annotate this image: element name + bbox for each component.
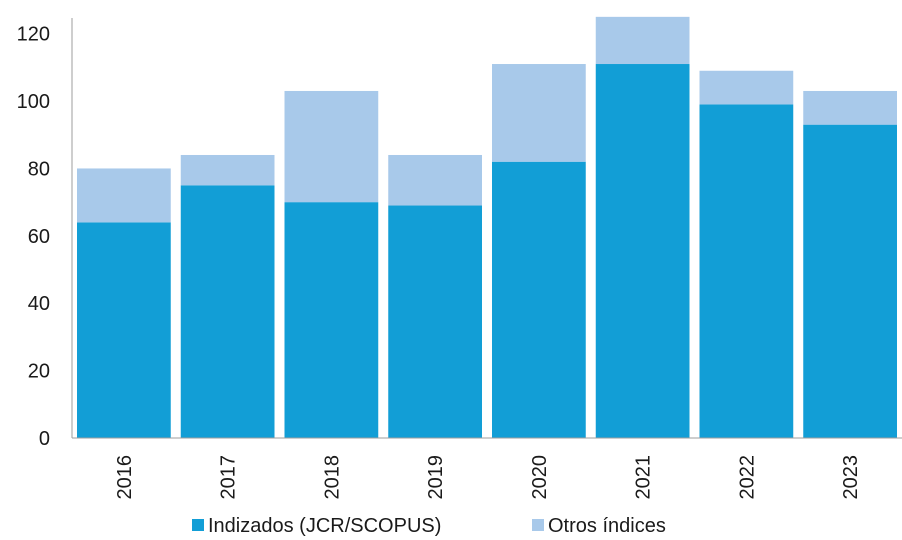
y-axis: 0 20 40 60 80 100 120 [17,18,73,450]
legend-swatch [532,519,544,531]
bar-otros-2020 [492,64,586,162]
y-tick-label: 100 [17,91,50,113]
legend: Indizados (JCR/SCOPUS) Otros índices [192,515,666,537]
x-tick-label: 2021 [633,455,655,500]
y-tick-label: 80 [28,158,50,180]
y-tick-label: 0 [39,428,50,450]
bar-indizados-2021 [595,64,690,438]
x-tick-label: 2018 [321,455,343,500]
bar-otros-2018 [284,90,379,203]
bar-otros-2022 [699,70,794,105]
x-tick-label: 2017 [218,455,240,500]
bar-indizados-2022 [699,104,794,438]
bars [77,16,897,439]
bar-indizados-2018 [284,202,379,438]
x-axis: 2016 2017 2018 2019 2020 2021 2022 2023 [72,437,902,500]
bar-otros-2019 [388,154,482,206]
x-tick-label: 2019 [425,455,447,500]
y-tick-label: 120 [17,24,50,46]
bar-otros-2021 [595,16,690,65]
bar-otros-2016 [77,168,171,223]
x-tick-label: 2020 [529,455,551,500]
legend-label: Otros índices [548,515,666,537]
bar-otros-2017 [180,154,275,186]
bar-otros-2023 [803,90,897,125]
legend-label: Indizados (JCR/SCOPUS) [208,515,441,537]
legend-swatch [192,519,204,531]
bar-indizados-2020 [492,161,586,438]
y-tick-label: 60 [28,226,50,248]
bar-indizados-2016 [77,222,171,438]
bar-indizados-2023 [803,124,897,439]
y-tick-label: 40 [28,293,50,315]
x-tick-label: 2016 [114,455,136,500]
y-tick-label: 20 [28,361,50,383]
x-tick-label: 2023 [840,455,862,500]
x-tick-label: 2022 [736,455,758,500]
bar-indizados-2019 [388,205,482,438]
bar-indizados-2017 [180,185,275,438]
